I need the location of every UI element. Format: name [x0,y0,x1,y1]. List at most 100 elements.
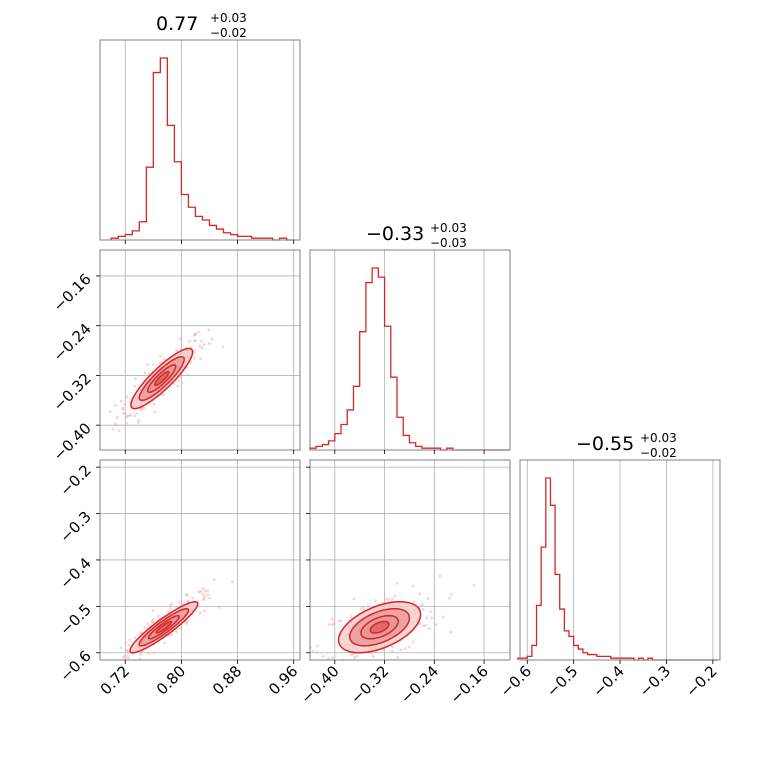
sample-point [179,347,183,351]
sample-point [199,357,203,360]
sample-point [424,624,428,627]
panel-frame [309,249,511,451]
sample-point [189,360,193,364]
sample-point [179,627,183,630]
sample-point [206,593,210,597]
sample-point [193,333,196,337]
sample-point [374,599,377,603]
sample-point [119,399,123,403]
contour-level-3 [153,370,170,387]
sample-point [178,337,182,341]
sample-point [143,626,147,629]
sample-point [121,411,125,415]
x-tick-label-p2: −0.2 [682,662,720,700]
sample-point [418,622,422,626]
sample-point [162,357,166,361]
sample-point [143,371,147,375]
panel-frame [99,249,301,451]
sample-point [112,661,115,664]
sample-point [336,665,339,668]
sample-point [129,414,132,418]
title-lower-p0: −0.02 [210,26,247,40]
sample-point [119,646,123,650]
sample-point [186,600,189,604]
sample-point [200,346,204,350]
y-tick-label-p2: −0.5 [56,600,94,638]
contour-level-3 [155,620,173,634]
contour-level-3 [369,620,390,634]
sample-point [91,674,94,677]
sample-point [133,414,136,418]
sample-point [441,616,445,619]
sample-point [139,652,143,656]
sample-point [117,429,121,433]
sample-point [210,337,214,341]
x-tick-label-p2: −0.4 [589,662,627,700]
sample-point [330,617,334,621]
title-upper-p0: +0.03 [210,11,247,25]
sample-point [113,663,116,666]
sample-point [448,596,451,600]
sample-point [208,596,211,600]
sample-point [212,578,216,582]
sample-point [108,410,112,413]
sample-point [185,622,188,626]
sample-point [180,381,184,385]
sample-point [198,344,202,348]
sample-point [370,652,374,655]
sample-point [121,406,125,410]
sample-point [207,342,211,345]
x-tick-label-p1: −0.16 [447,662,492,707]
y-tick-label-p1: −0.16 [50,270,95,315]
x-tick-label-p1: −0.40 [297,662,342,707]
panel-background [100,250,300,450]
sample-point [199,589,203,593]
sample-point [186,373,189,377]
sample-point [355,655,359,658]
sample-point [128,638,132,642]
sample-point [450,592,453,596]
sample-point [138,657,142,660]
sample-point [337,619,341,623]
scatter-panel-p1-p2 [309,459,511,668]
sample-point [393,594,397,598]
sample-point [146,622,150,626]
sample-point [201,587,205,590]
sample-point [386,597,390,601]
x-tick-label-p0: 0.72 [97,662,133,698]
sample-point [395,581,399,585]
histogram-step-p0 [110,57,294,241]
sample-point [362,606,366,610]
sample-point [168,634,171,637]
sample-point [135,411,139,415]
sample-point [125,421,128,425]
sample-point [336,660,339,663]
sample-point [170,602,174,606]
scatter-panel-p0-p2 [91,459,301,677]
sample-point [124,641,128,645]
y-tick-label-p2: −0.2 [56,461,94,499]
sample-point [175,348,178,352]
y-tick-label-p1: −0.32 [50,370,95,415]
sample-point [399,648,403,652]
y-tick-label-p2: −0.3 [56,508,94,546]
histogram-panel-p0: 0.77 +0.03−0.02 [99,11,301,241]
x-tick-label-p0: 0.96 [265,662,301,698]
sample-point [193,339,196,342]
histogram-panel-p2: −0.55 +0.03−0.02 [517,431,721,661]
sample-point [429,610,432,613]
sample-point [315,650,319,654]
sample-point [169,607,172,610]
sample-point [425,616,429,620]
sample-point [420,603,424,606]
x-tick-label-p0: 0.80 [153,662,189,698]
sample-point [127,643,131,647]
sample-point [203,589,207,593]
sample-point [343,664,346,667]
x-tick-label-p0: 0.88 [209,662,245,698]
sample-point [156,614,160,618]
sample-point [217,606,221,609]
sample-point [133,384,137,388]
x-tick-label-p2: −0.5 [543,662,581,700]
